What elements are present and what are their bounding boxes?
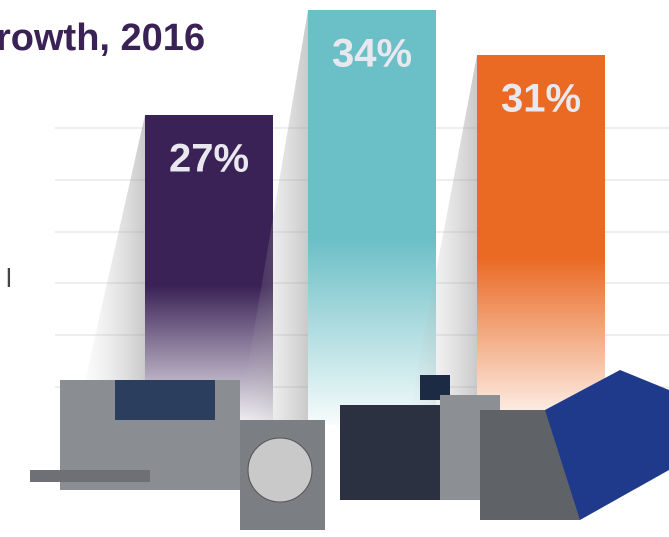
value-label: 31% (501, 77, 581, 121)
value-label: 34% (332, 32, 412, 76)
bar-shadow (407, 55, 477, 425)
value-label: 27% (169, 137, 249, 181)
chart-title: rowth, 2016 (0, 17, 205, 59)
bar-fade (308, 10, 436, 425)
annotation: l (6, 263, 12, 293)
bar-fade (477, 55, 605, 425)
bar-shadow (75, 115, 145, 425)
bars: 27% 34% 31% (75, 10, 605, 425)
bar-shadow (238, 10, 308, 425)
printers (30, 370, 669, 530)
